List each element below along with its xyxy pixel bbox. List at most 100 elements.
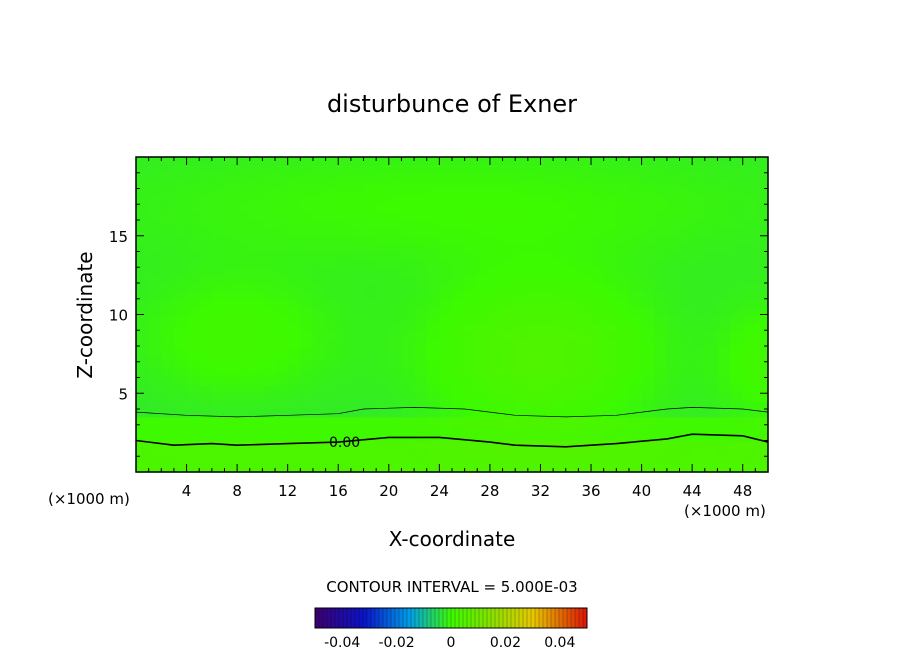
field-cell bbox=[161, 393, 175, 402]
field-cell bbox=[161, 464, 175, 473]
field-cell bbox=[439, 188, 453, 197]
field-cell bbox=[211, 353, 226, 363]
field-cell bbox=[414, 456, 428, 465]
field-cell bbox=[515, 298, 529, 308]
colorbar-stripes bbox=[314, 608, 588, 628]
field-cell bbox=[540, 204, 554, 213]
field-cell bbox=[692, 440, 706, 449]
field-cell bbox=[477, 416, 491, 426]
field-cell bbox=[628, 275, 643, 284]
field-cell bbox=[211, 314, 226, 323]
field-cell bbox=[502, 432, 516, 442]
field-cell bbox=[452, 283, 466, 292]
field-cell bbox=[161, 298, 175, 308]
field-cell bbox=[616, 393, 630, 402]
field-cell bbox=[148, 330, 162, 339]
field-cell bbox=[376, 448, 390, 457]
field-cell bbox=[553, 164, 567, 174]
field-cell bbox=[249, 361, 263, 371]
field-cell bbox=[426, 314, 440, 323]
field-cell bbox=[666, 377, 681, 386]
field-cell bbox=[363, 306, 377, 316]
field-cell bbox=[439, 448, 453, 457]
field-cell bbox=[717, 164, 731, 174]
field-cell bbox=[477, 267, 491, 276]
field-cell bbox=[363, 401, 377, 410]
field-cell bbox=[275, 314, 289, 323]
field-cell bbox=[199, 164, 213, 174]
chart-title: disturbunce of Exner bbox=[327, 90, 577, 118]
field-cell bbox=[755, 259, 769, 268]
field-cell bbox=[363, 322, 377, 331]
field-cell bbox=[211, 220, 226, 229]
field-cell bbox=[350, 385, 365, 394]
field-cell bbox=[426, 401, 440, 410]
field-cell bbox=[148, 212, 162, 221]
field-cell bbox=[414, 409, 428, 418]
field-cell bbox=[161, 432, 175, 442]
field-cell bbox=[717, 353, 731, 363]
field-cell bbox=[641, 164, 655, 174]
field-cell bbox=[679, 369, 693, 379]
field-cell bbox=[502, 259, 516, 268]
field-cell bbox=[628, 259, 643, 268]
field-cell bbox=[477, 314, 491, 323]
field-cell bbox=[452, 409, 466, 418]
field-cell bbox=[477, 283, 491, 292]
field-cell bbox=[477, 212, 491, 221]
field-cell bbox=[173, 306, 188, 316]
field-cell bbox=[262, 377, 276, 386]
field-cell bbox=[186, 338, 200, 347]
y-tick-label: 15 bbox=[109, 228, 128, 246]
field-cell bbox=[199, 283, 213, 292]
field-cell bbox=[730, 180, 744, 190]
field-cell bbox=[464, 440, 478, 449]
field-cell bbox=[186, 220, 200, 229]
field-cell bbox=[591, 353, 605, 363]
field-cell bbox=[477, 353, 491, 363]
field-cell bbox=[224, 409, 238, 418]
colorbar-swatch bbox=[491, 608, 496, 628]
field-cell bbox=[489, 220, 504, 229]
field-cell bbox=[755, 180, 769, 190]
field-cell bbox=[616, 235, 630, 245]
field-cell bbox=[439, 424, 453, 434]
field-cell bbox=[211, 456, 226, 465]
field-cell bbox=[540, 227, 554, 237]
field-cell bbox=[439, 259, 453, 268]
field-cell bbox=[161, 227, 175, 237]
field-cell bbox=[376, 180, 390, 190]
field-cell bbox=[603, 361, 617, 371]
field-cell bbox=[249, 164, 263, 174]
field-cell bbox=[452, 275, 466, 284]
field-cell bbox=[224, 172, 238, 182]
field-cell bbox=[578, 188, 592, 197]
field-cell bbox=[275, 369, 289, 379]
field-cell bbox=[161, 290, 175, 300]
colorbar-swatch bbox=[555, 608, 560, 628]
field-cell bbox=[287, 204, 301, 213]
field-cell bbox=[489, 196, 504, 205]
field-cell bbox=[515, 212, 529, 221]
field-cell bbox=[666, 243, 681, 253]
field-cell bbox=[388, 464, 403, 473]
field-cell bbox=[414, 235, 428, 245]
field-cell bbox=[148, 283, 162, 292]
colorbar-swatch bbox=[495, 608, 500, 628]
field-cell bbox=[654, 164, 668, 174]
field-cell bbox=[730, 346, 744, 355]
field-cell bbox=[388, 369, 403, 379]
field-cell bbox=[628, 338, 643, 347]
field-cell bbox=[679, 361, 693, 371]
field-cell bbox=[148, 172, 162, 182]
field-cell bbox=[704, 322, 719, 331]
field-cell bbox=[312, 424, 327, 434]
field-cell bbox=[578, 385, 592, 394]
field-cell bbox=[161, 220, 175, 229]
field-cell bbox=[641, 456, 655, 465]
field-cell bbox=[237, 314, 251, 323]
field-cell bbox=[287, 259, 301, 268]
field-cell bbox=[742, 251, 756, 260]
colorbar-swatch bbox=[363, 608, 368, 628]
field-cell bbox=[237, 330, 251, 339]
